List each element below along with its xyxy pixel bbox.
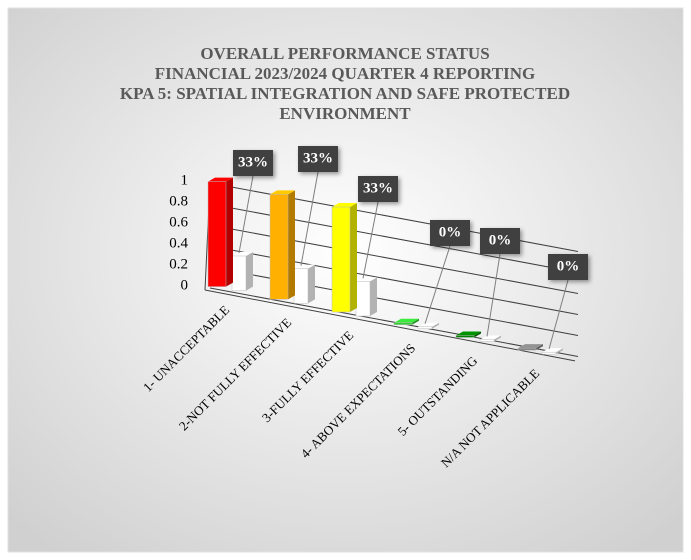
data-label-box (480, 228, 520, 254)
y-tick-label: 0 (181, 277, 189, 293)
bar-side (370, 277, 377, 317)
bar-side (556, 348, 563, 355)
bar (541, 351, 557, 355)
bar-top (270, 190, 295, 195)
bar-side (412, 318, 419, 325)
data-label: 0% (557, 258, 580, 274)
data-label: 33% (363, 180, 393, 196)
bar-side (536, 344, 543, 351)
bar (293, 268, 309, 304)
bar-side (226, 177, 233, 287)
bar-side (350, 203, 357, 313)
data-label-box (233, 150, 273, 176)
bar (331, 206, 351, 313)
chart-title: OVERALL PERFORMANCE STATUS (200, 44, 489, 63)
bar-top (480, 335, 501, 340)
leader-line (424, 245, 451, 324)
bar-top (332, 203, 357, 208)
bar (231, 255, 247, 291)
bar (393, 322, 413, 325)
bar (417, 326, 433, 329)
data-label-box (548, 254, 588, 280)
y-tick-label: 0.6 (169, 214, 188, 230)
leader-line (362, 201, 379, 279)
bar-side (288, 190, 295, 300)
bar-top (394, 318, 419, 323)
data-label-box (298, 146, 338, 172)
y-tick-label: 0.2 (169, 256, 188, 272)
data-label-box (358, 176, 398, 202)
bar-top (294, 264, 315, 269)
chart-title: KPA 5: SPATIAL INTEGRATION AND SAFE PROT… (120, 84, 570, 103)
bar-top (456, 331, 481, 336)
bar (479, 339, 495, 342)
data-label: 33% (303, 150, 333, 166)
bar-side (474, 331, 481, 338)
y-tick-label: 1 (181, 172, 189, 188)
bar (455, 335, 475, 338)
data-label: 33% (238, 154, 268, 170)
data-label: 0% (439, 224, 462, 240)
leader-line (300, 171, 319, 266)
y-tick-label: 0.8 (169, 193, 188, 209)
leader-line (486, 253, 501, 337)
bar-top (418, 322, 439, 327)
bar (517, 347, 537, 351)
chart-title: ENVIRONMENT (279, 104, 411, 123)
axis-line (204, 289, 576, 362)
data-label-box (430, 220, 470, 246)
bar-top (356, 277, 377, 282)
chart-title: FINANCIAL 2023/2024 QUARTER 4 REPORTING (155, 64, 535, 83)
bar-top (542, 348, 563, 353)
leader-line (238, 175, 254, 254)
data-label: 0% (489, 232, 512, 248)
bar-side (432, 322, 439, 329)
bar-side (494, 335, 501, 342)
bar (269, 194, 289, 300)
leader-line (548, 279, 569, 350)
y-tick-label: 0.4 (169, 235, 188, 251)
bar-top (518, 344, 543, 349)
bar-side (308, 264, 315, 304)
bar (355, 281, 371, 317)
bar-top (232, 251, 253, 256)
bar-side (246, 251, 253, 291)
bar (207, 181, 227, 287)
bar-top (208, 177, 233, 182)
